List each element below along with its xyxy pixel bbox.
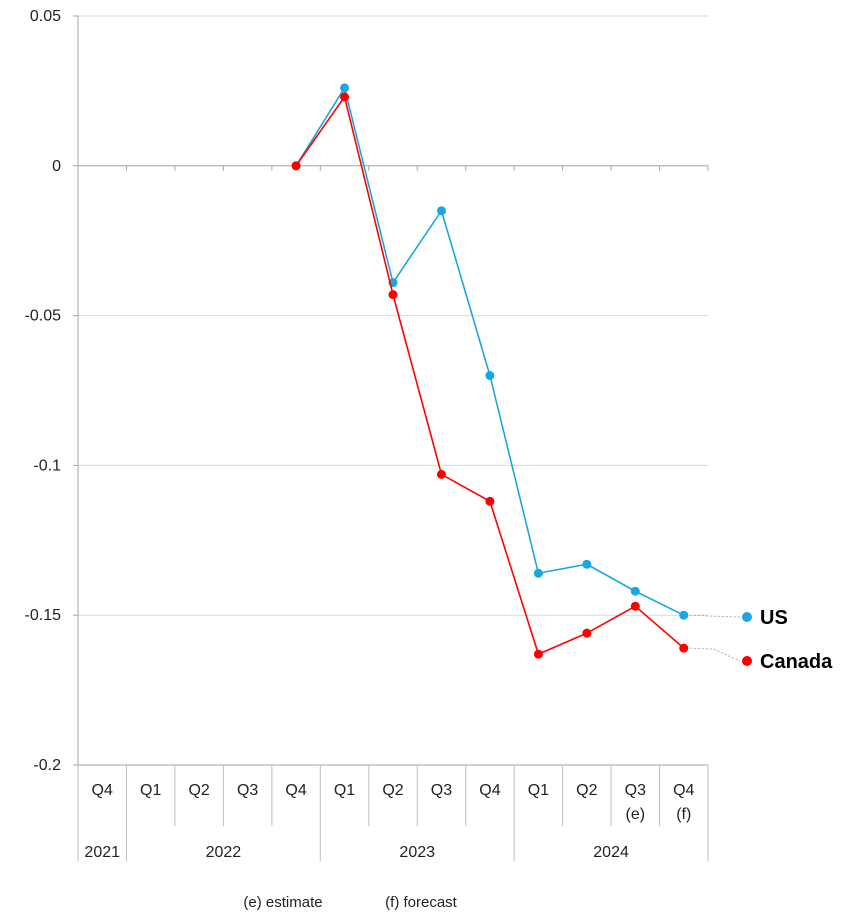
data-point-us bbox=[340, 83, 350, 93]
series-line-us bbox=[295, 85, 685, 616]
x-category-label: Q2 bbox=[188, 782, 209, 799]
legend: US Canada bbox=[689, 607, 833, 673]
x-category-label: Q1 bbox=[140, 782, 161, 799]
y-tick-label: -0.1 bbox=[33, 457, 61, 474]
legend-leader-line bbox=[689, 647, 741, 662]
x-category-label: Q4 bbox=[479, 782, 500, 799]
x-category-label: Q3 bbox=[625, 782, 646, 799]
x-category-label: Q3 bbox=[431, 782, 452, 799]
legend-leader-line bbox=[689, 614, 741, 618]
data-point-us bbox=[533, 568, 543, 578]
legend-label-canada: Canada bbox=[760, 651, 833, 673]
legend-label-us: US bbox=[760, 607, 788, 629]
legend-marker-canada bbox=[742, 656, 752, 666]
x-category-label: Q1 bbox=[528, 782, 549, 799]
x-year-label: 2021 bbox=[84, 844, 120, 861]
data-point-canada bbox=[582, 628, 592, 638]
x-category-label: Q2 bbox=[382, 782, 403, 799]
x-axis-category-labels: Q4 Q1 Q2 Q3 Q4 Q1 Q2 Q3 Q4 Q1 Q2 Q3 (e) Q4 (f) 2021 2022… bbox=[84, 782, 694, 861]
data-point-us bbox=[485, 371, 495, 381]
data-series bbox=[291, 83, 689, 659]
data-point-canada bbox=[436, 469, 446, 479]
gridlines bbox=[78, 15, 708, 616]
data-point-us bbox=[436, 206, 446, 216]
footnote: (f) forecast bbox=[385, 894, 458, 911]
x-category-note: (e) bbox=[626, 806, 646, 823]
y-tick-label: -0.15 bbox=[25, 607, 62, 624]
x-category-note: (f) bbox=[676, 806, 691, 823]
x-category-label: Q4 bbox=[673, 782, 694, 799]
x-category-label: Q4 bbox=[285, 782, 306, 799]
data-point-us bbox=[582, 559, 592, 569]
legend-marker-us bbox=[742, 612, 752, 622]
footnote: (e) estimate bbox=[243, 894, 322, 911]
footnotes: (e) estimate (f) forecast bbox=[243, 894, 457, 911]
data-point-canada bbox=[485, 496, 495, 506]
data-point-canada bbox=[533, 649, 543, 659]
data-point-canada bbox=[340, 92, 350, 102]
x-year-label: 2023 bbox=[399, 844, 435, 861]
y-tick-label: -0.05 bbox=[25, 308, 62, 325]
y-tick-label: 0 bbox=[52, 158, 61, 175]
x-category-label: Q2 bbox=[576, 782, 597, 799]
x-year-label: 2024 bbox=[593, 844, 629, 861]
x-category-label: Q3 bbox=[237, 782, 258, 799]
y-tick-label: 0.05 bbox=[30, 8, 61, 25]
y-tick-label: -0.2 bbox=[33, 757, 61, 774]
data-point-canada bbox=[630, 601, 640, 611]
data-point-us bbox=[630, 586, 640, 596]
x-category-label: Q1 bbox=[334, 782, 355, 799]
x-year-label: 2022 bbox=[206, 844, 242, 861]
data-point-canada bbox=[388, 290, 398, 300]
x-category-label: Q4 bbox=[92, 782, 113, 799]
y-axis-tick-labels: 0.05 0 -0.05 -0.1 -0.15 -0.2 bbox=[25, 8, 62, 774]
data-point-canada bbox=[679, 643, 689, 653]
axes bbox=[73, 15, 709, 861]
data-point-canada bbox=[291, 161, 301, 171]
data-point-us bbox=[679, 610, 689, 620]
